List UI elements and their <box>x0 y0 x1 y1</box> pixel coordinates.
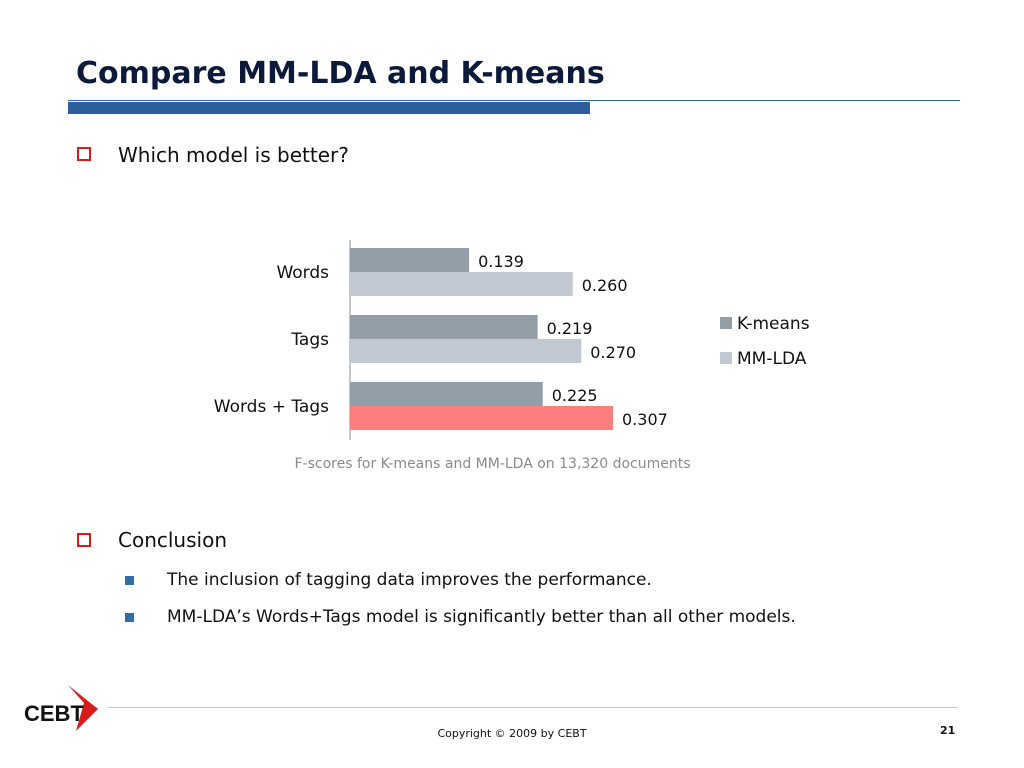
sub-bullet-1: The inclusion of tagging data improves t… <box>167 570 652 590</box>
bar-mmlda <box>350 272 573 296</box>
title-underline <box>68 100 960 101</box>
data-label: 0.307 <box>622 410 668 429</box>
chart-caption: F-scores for K-means and MM-LDA on 13,32… <box>294 456 691 472</box>
bar-kmeans <box>350 315 538 339</box>
svg-text:CEBT: CEBT <box>24 701 84 726</box>
bullet-blue-square-icon <box>125 576 134 585</box>
category-label: Words <box>276 263 329 283</box>
data-label: 0.219 <box>547 319 593 338</box>
category-label: Tags <box>290 330 329 350</box>
legend-label: K-means <box>737 314 810 334</box>
slide-title: Compare MM-LDA and K-means <box>76 56 605 91</box>
data-label: 0.139 <box>478 252 524 271</box>
bullet-blue-square-icon <box>125 613 134 622</box>
copyright-text: Copyright © 2009 by CEBT <box>437 727 587 740</box>
bullet-red-square-icon <box>77 147 91 161</box>
bar-mmlda <box>350 339 582 363</box>
category-label: Words + Tags <box>214 397 329 417</box>
sub-bullet-2: MM-LDA’s Words+Tags model is significant… <box>167 607 796 627</box>
cebt-logo: CEBT <box>24 685 98 731</box>
data-label: 0.270 <box>590 343 636 362</box>
data-label: 0.260 <box>582 276 628 295</box>
bullet-question: Which model is better? <box>118 143 349 167</box>
bar-kmeans <box>350 248 470 272</box>
bullet-red-square-icon <box>77 533 91 547</box>
bar-mmlda <box>350 406 613 430</box>
legend-swatch <box>720 352 732 364</box>
bar-kmeans <box>350 382 543 406</box>
legend-label: MM-LDA <box>737 349 807 369</box>
page-number: 21 <box>940 724 956 737</box>
data-label: 0.225 <box>552 386 598 405</box>
bullet-conclusion: Conclusion <box>118 528 227 552</box>
title-bar <box>68 102 590 114</box>
legend-swatch <box>720 317 732 329</box>
footer-divider <box>108 707 958 708</box>
